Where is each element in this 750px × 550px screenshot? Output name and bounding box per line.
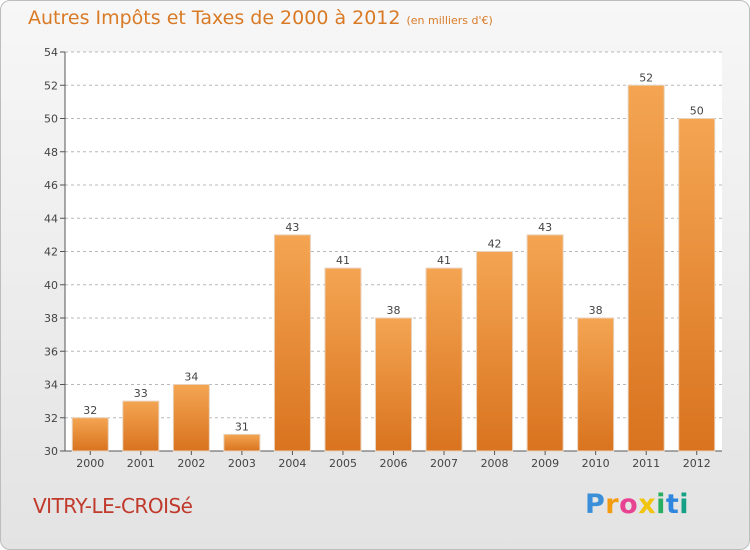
logo-letter: i [656, 489, 666, 520]
bar [577, 317, 615, 452]
bar [122, 400, 160, 452]
y-tick-label: 40 [44, 279, 58, 292]
chart-title-main: Autres Impôts et Taxes de 2000 à 2012 [28, 7, 401, 29]
bar [627, 84, 665, 452]
bar [476, 251, 514, 452]
y-tick-label: 44 [44, 212, 58, 225]
bar [324, 267, 362, 452]
bar [223, 433, 261, 452]
logo-letter: o [619, 489, 639, 520]
bar-value-label: 41 [437, 254, 451, 267]
y-tick-label: 36 [44, 345, 58, 358]
logo-letter: t [665, 489, 680, 520]
proxiti-logo[interactable]: Proxiti [585, 489, 689, 520]
y-tick-label: 34 [44, 379, 58, 392]
bar [678, 118, 716, 452]
x-tick-label: 2003 [228, 457, 256, 470]
x-tick-label: 2006 [380, 457, 408, 470]
x-tick-label: 2004 [278, 457, 306, 470]
x-tick-label: 2005 [329, 457, 357, 470]
y-tick-label: 48 [44, 146, 58, 159]
x-tick-label: 2012 [683, 457, 711, 470]
y-tick-label: 54 [44, 46, 58, 59]
bar-value-label: 33 [134, 387, 148, 400]
bar-value-label: 38 [387, 304, 401, 317]
bar-value-label: 42 [488, 238, 502, 251]
bar-value-label: 43 [285, 221, 299, 234]
y-tick-label: 30 [44, 445, 58, 458]
bar-value-label: 32 [83, 404, 97, 417]
bar-value-label: 52 [639, 71, 653, 84]
bar [425, 267, 463, 452]
x-tick-label: 2002 [177, 457, 205, 470]
bar [273, 234, 311, 452]
x-tick-label: 2009 [531, 457, 559, 470]
commune-name: VITRY-LE-CROISé [33, 494, 193, 518]
chart-title: Autres Impôts et Taxes de 2000 à 2012 (en… [28, 7, 493, 29]
bar-value-label: 38 [589, 304, 603, 317]
bar [375, 317, 412, 452]
y-tick-label: 52 [44, 79, 58, 92]
x-tick-label: 2008 [481, 457, 509, 470]
chart-title-unit: (en milliers d'€) [406, 14, 493, 27]
y-tick-label: 42 [44, 246, 58, 259]
y-tick-label: 50 [44, 113, 58, 126]
y-tick-label: 46 [44, 179, 58, 192]
bar-value-label: 43 [538, 221, 552, 234]
y-tick-label: 38 [44, 312, 58, 325]
logo-letter: r [605, 489, 620, 520]
logo-letter: x [638, 489, 657, 520]
x-tick-label: 2001 [127, 457, 155, 470]
bar [526, 234, 564, 452]
bar-value-label: 34 [184, 371, 198, 384]
logo-letter: P [585, 489, 606, 520]
x-tick-label: 2000 [76, 457, 104, 470]
bar-value-label: 31 [235, 420, 249, 433]
y-tick-label: 32 [44, 412, 58, 425]
bar [172, 384, 210, 452]
bar-value-label: 41 [336, 254, 350, 267]
logo-letter: i [679, 489, 690, 520]
bar-value-label: 50 [690, 105, 704, 118]
bar [71, 417, 109, 452]
x-tick-label: 2010 [582, 457, 610, 470]
x-tick-label: 2007 [430, 457, 458, 470]
x-tick-label: 2011 [632, 457, 660, 470]
